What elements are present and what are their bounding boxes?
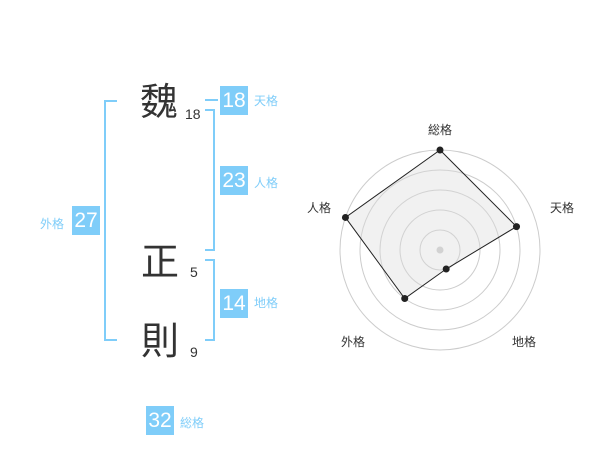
jinkaku-bracket xyxy=(213,109,215,251)
axis-label-gaikaku: 外格 xyxy=(341,334,365,349)
gaikaku-bracket-top xyxy=(104,100,117,102)
radar-ring xyxy=(419,229,461,271)
axis-label-jinkaku: 人格 xyxy=(307,200,331,215)
stroke-count-2: 5 xyxy=(190,264,198,280)
gaikaku-label: 外格 xyxy=(40,217,65,231)
gaikaku-bracket-bottom xyxy=(104,339,117,341)
radar-ring xyxy=(399,209,481,291)
chikaku-bracket xyxy=(213,259,215,341)
axis-label-chikaku: 地格 xyxy=(512,334,536,349)
tenkaku-connector xyxy=(205,99,218,101)
soukaku-label: 総格 xyxy=(180,416,205,430)
radar-point xyxy=(436,146,444,154)
jinkaku-bracket-top xyxy=(205,109,215,111)
axis-label-soukaku: 総格 xyxy=(428,122,452,137)
soukaku-value: 32 xyxy=(146,406,174,435)
radar-point xyxy=(442,265,450,273)
radar-point xyxy=(513,223,521,231)
chikaku-bracket-top xyxy=(205,259,215,261)
radar-point xyxy=(341,213,349,221)
radar-ring xyxy=(379,189,501,311)
stroke-count-1: 18 xyxy=(185,106,201,122)
radar-center xyxy=(436,246,444,254)
tenkaku-value: 18 xyxy=(220,86,248,115)
gaikaku-bracket xyxy=(104,100,106,341)
chikaku-label: 地格 xyxy=(254,296,279,310)
jinkaku-label: 人格 xyxy=(254,176,279,190)
radar-ring xyxy=(359,169,521,331)
jinkaku-value: 23 xyxy=(220,166,248,195)
axis-label-tenkaku: 天格 xyxy=(550,200,574,215)
name-char-1: 魏 xyxy=(139,80,178,124)
gaikaku-value: 27 xyxy=(72,206,100,235)
radar-polygon xyxy=(344,149,518,300)
name-char-2: 正 xyxy=(140,240,179,284)
chikaku-bracket-bottom xyxy=(205,339,215,341)
name-char-3: 則 xyxy=(140,319,179,363)
stroke-count-3: 9 xyxy=(190,344,198,360)
jinkaku-bracket-bottom xyxy=(205,249,215,251)
chikaku-value: 14 xyxy=(220,289,248,318)
radar-point xyxy=(401,295,409,303)
tenkaku-label: 天格 xyxy=(254,94,279,108)
